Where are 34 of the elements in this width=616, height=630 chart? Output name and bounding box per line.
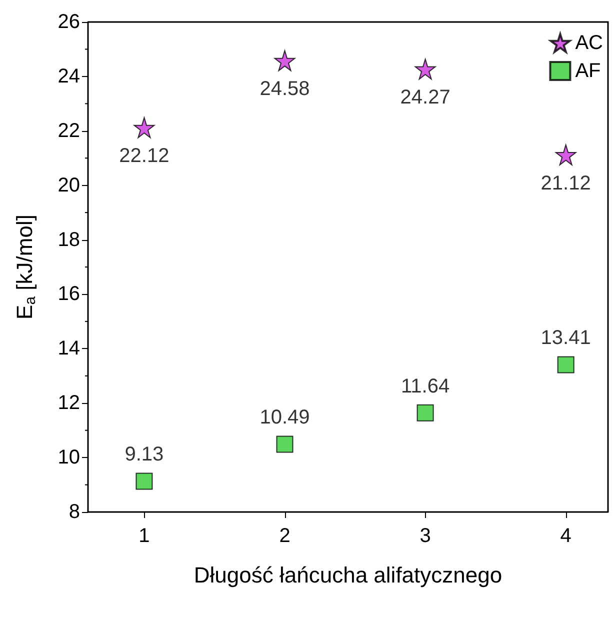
legend-label: AC [575, 32, 604, 54]
x-tick-label: 1 [138, 525, 150, 547]
data-label: 9.13 [124, 444, 164, 466]
data-label: 22.12 [119, 145, 170, 168]
x-axis-title: Długość łańcucha alifatycznego [194, 562, 502, 588]
y-tick-label: 8 [68, 501, 80, 523]
y-tick-label: 16 [58, 283, 80, 306]
point [555, 144, 576, 166]
y-tick-label: 14 [58, 338, 80, 360]
data-label: 24.58 [260, 78, 310, 100]
legend-label: AF [575, 60, 601, 82]
data-label: 11.64 [401, 375, 450, 398]
point [416, 404, 434, 422]
point [274, 50, 296, 72]
y-tick-label: 12 [58, 392, 80, 414]
x-tick-label: 4 [560, 525, 572, 547]
y-tick-label: 24 [58, 65, 80, 88]
y-tick-label: 20 [58, 174, 80, 196]
point [557, 356, 574, 374]
x-tick-label: 3 [420, 525, 431, 547]
point [134, 117, 155, 138]
point [276, 436, 294, 453]
data-label: 10.49 [260, 406, 310, 429]
y-axis-title: Ea [kJ/mol] [12, 214, 39, 320]
y-tick-label: 26 [58, 11, 80, 33]
y-tick-label: 22 [58, 120, 80, 142]
point [414, 58, 436, 80]
y-tick-label: 10 [58, 446, 80, 469]
x-tick-label: 2 [279, 525, 290, 547]
data-label: 13.41 [540, 327, 591, 350]
data-label: 21.12 [540, 172, 591, 194]
data-label: 24.27 [400, 86, 450, 109]
point [136, 472, 153, 490]
y-tick-label: 18 [58, 228, 80, 251]
